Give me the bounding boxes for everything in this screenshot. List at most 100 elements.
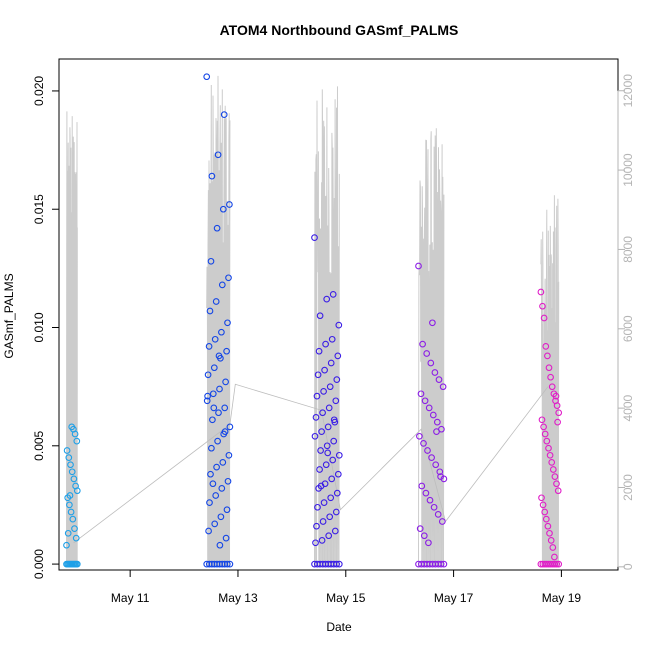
x-tick-label: May 11	[111, 591, 150, 605]
data-point	[312, 539, 319, 547]
zero-point	[551, 560, 559, 568]
data-point	[553, 402, 561, 409]
data-point	[324, 449, 332, 457]
altitude-line	[66, 111, 78, 567]
x-tick-label: May 19	[542, 591, 582, 605]
data-point	[424, 447, 431, 454]
data-point	[313, 522, 320, 530]
y-tick-label: 0.010	[32, 312, 46, 342]
data-point	[221, 428, 229, 435]
data-point	[418, 482, 426, 490]
data-point	[328, 475, 336, 483]
data-point	[312, 414, 320, 421]
data-point	[208, 444, 215, 452]
y2-tick-label: 8000	[621, 236, 635, 263]
zero-point	[555, 560, 563, 568]
x-axis: May 11 May 13 May 15 May 17 May 19	[111, 569, 582, 605]
data-point	[209, 416, 216, 424]
data-point	[416, 525, 424, 532]
data-point	[63, 541, 70, 549]
data-point	[426, 496, 434, 504]
data-point	[221, 404, 229, 412]
data-point	[417, 390, 425, 398]
y2-tick-label: 4000	[621, 394, 635, 421]
data-point	[314, 371, 322, 379]
data-point	[545, 364, 553, 372]
data-point	[316, 312, 324, 320]
data-point	[551, 553, 558, 561]
data-point	[311, 432, 319, 440]
data-point	[540, 423, 547, 431]
data-point	[204, 371, 212, 379]
data-point	[317, 447, 324, 454]
data-point	[415, 262, 422, 270]
zero-point	[335, 560, 343, 568]
data-point	[225, 274, 232, 282]
data-point	[326, 513, 334, 521]
data-point	[206, 307, 214, 315]
data-point	[428, 454, 435, 461]
data-point	[209, 480, 217, 488]
data-point	[539, 501, 547, 509]
data-point	[317, 482, 325, 490]
data-point	[68, 468, 76, 476]
data-point	[63, 447, 71, 454]
data-point	[435, 376, 443, 383]
data-point	[330, 416, 338, 424]
zero-point	[73, 560, 81, 568]
data-point	[329, 456, 337, 464]
data-point	[72, 482, 79, 490]
data-point	[215, 352, 223, 360]
data-point	[66, 501, 73, 509]
data-point	[71, 525, 78, 532]
data-point	[204, 392, 211, 400]
data-point	[420, 532, 428, 540]
zero-point	[553, 560, 561, 568]
y-tick-label: 0.015	[32, 194, 46, 224]
data-point	[224, 319, 231, 327]
data-point	[222, 378, 229, 386]
data-point	[334, 352, 342, 360]
data-point	[67, 461, 74, 469]
data-point	[212, 492, 220, 499]
data-point	[314, 503, 321, 511]
data-point	[72, 534, 80, 542]
data-point	[320, 388, 327, 395]
altitude-line	[540, 195, 560, 567]
data-point	[419, 340, 426, 348]
x-tick-label: May 15	[326, 591, 366, 605]
data-point	[437, 473, 444, 480]
data-point	[220, 111, 228, 118]
data-point	[544, 352, 551, 360]
data-point	[208, 172, 216, 180]
data-point	[425, 539, 432, 547]
data-point	[316, 466, 323, 473]
zero-point	[437, 560, 445, 568]
y2-tick-label: 2000	[621, 474, 635, 501]
data-point	[209, 390, 217, 398]
data-point	[430, 503, 438, 511]
data-point	[538, 494, 545, 502]
data-point	[223, 506, 231, 514]
data-point	[542, 343, 550, 350]
x-axis-label: Date	[326, 620, 352, 634]
data-point	[422, 489, 430, 497]
data-point	[212, 298, 220, 305]
data-point	[546, 451, 554, 459]
y-axis-label: GASmf_PALMS	[2, 273, 16, 358]
data-point	[214, 437, 221, 445]
data-point	[425, 404, 433, 412]
data-point	[217, 513, 225, 521]
data-point	[322, 461, 330, 469]
data-point	[331, 527, 339, 535]
data-point	[223, 347, 230, 355]
data-point	[541, 430, 549, 438]
data-point	[549, 544, 557, 551]
data-point	[205, 343, 213, 350]
data-point	[226, 201, 233, 208]
data-point	[68, 423, 76, 431]
data-point	[540, 314, 548, 322]
data-point	[207, 257, 215, 265]
points-layer	[63, 73, 563, 568]
